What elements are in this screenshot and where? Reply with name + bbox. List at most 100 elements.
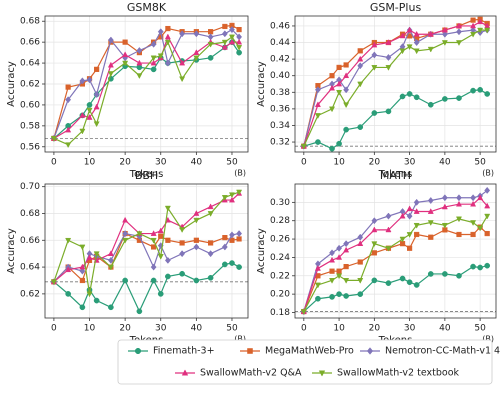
marker [427, 197, 434, 205]
marker [150, 59, 157, 66]
marker [179, 227, 186, 233]
marker [79, 267, 86, 275]
y-tick-label: 0.62 [20, 289, 40, 299]
y-tick-label: 0.40 [270, 71, 290, 81]
marker [193, 243, 200, 251]
marker [371, 226, 378, 233]
y-tick-label: 0.68 [20, 17, 40, 27]
marker [406, 26, 413, 33]
marker [441, 194, 448, 202]
marker [477, 86, 483, 93]
marker [222, 235, 228, 241]
marker [193, 30, 200, 38]
marker [207, 203, 214, 210]
marker [413, 282, 420, 288]
marker [470, 220, 477, 226]
marker [484, 202, 491, 209]
marker [158, 233, 164, 239]
marker [343, 62, 349, 68]
marker [107, 264, 114, 271]
marker [314, 86, 321, 94]
marker [157, 227, 164, 234]
marker [442, 96, 448, 102]
marker [229, 26, 235, 34]
marker [442, 271, 448, 277]
marker [107, 36, 114, 44]
marker [193, 217, 200, 224]
marker [136, 73, 143, 80]
marker [456, 272, 462, 279]
marker [179, 76, 186, 83]
panel-title: BBH [135, 169, 158, 182]
marker [65, 237, 72, 244]
marker [371, 41, 378, 48]
panel-title: GSM8K [127, 1, 167, 14]
y-tick-label: 0.44 [270, 38, 290, 48]
marker [399, 212, 406, 219]
marker [385, 65, 392, 71]
marker [413, 222, 420, 229]
x-tick-label: 20 [369, 324, 381, 334]
marker [179, 30, 186, 38]
marker [413, 198, 420, 206]
marker [406, 205, 413, 212]
marker [427, 271, 434, 277]
x-tick-label: 20 [119, 158, 131, 168]
y-tick-label: 0.66 [20, 38, 40, 48]
marker [336, 273, 343, 280]
marker [165, 25, 171, 32]
marker [86, 114, 93, 120]
x-tick-label: 0 [51, 158, 57, 168]
y-axis-label: Accuracy [6, 61, 17, 107]
marker [484, 27, 491, 34]
marker [371, 110, 378, 116]
marker [371, 241, 378, 248]
y-tick-label: 0.64 [20, 263, 40, 273]
marker [50, 136, 57, 142]
x-tick-label: 50 [226, 158, 238, 168]
marker [470, 22, 477, 29]
marker [207, 274, 214, 281]
y-axis-label: Accuracy [6, 228, 17, 274]
marker [93, 251, 100, 258]
marker [122, 230, 129, 238]
y-tick-label: 0.26 [270, 235, 290, 245]
marker [456, 194, 462, 202]
x-tick-label: 50 [226, 324, 238, 334]
marker [164, 33, 171, 40]
marker [150, 263, 157, 271]
marker [343, 86, 350, 94]
marker [357, 55, 364, 62]
marker [207, 250, 214, 258]
marker [406, 212, 413, 220]
y-tick-label: 0.62 [20, 80, 40, 90]
marker [107, 256, 114, 264]
marker [164, 59, 171, 67]
marker [343, 278, 350, 284]
marker [93, 121, 100, 128]
plot-frame [44, 15, 249, 153]
y-tick-label: 0.58 [20, 121, 40, 131]
marker [399, 236, 406, 243]
marker [385, 280, 392, 286]
y-axis-label: Accuracy [256, 61, 267, 107]
marker [470, 194, 477, 202]
marker [336, 268, 342, 274]
marker [484, 91, 491, 97]
marker [343, 246, 350, 253]
marker [477, 194, 484, 201]
marker [86, 102, 93, 108]
y-tick-label: 0.38 [270, 88, 290, 98]
marker [329, 278, 336, 284]
marker [179, 250, 186, 258]
marker [336, 254, 343, 260]
legend-label: SwallowMath-v2 Q&A [200, 368, 302, 379]
x-tick-label: 20 [369, 158, 381, 168]
marker [484, 213, 491, 220]
marker [441, 26, 448, 33]
plot-frame [294, 183, 497, 319]
plot-frame [294, 15, 497, 153]
x-axis-label: Tokens [129, 169, 164, 180]
marker [336, 80, 343, 87]
